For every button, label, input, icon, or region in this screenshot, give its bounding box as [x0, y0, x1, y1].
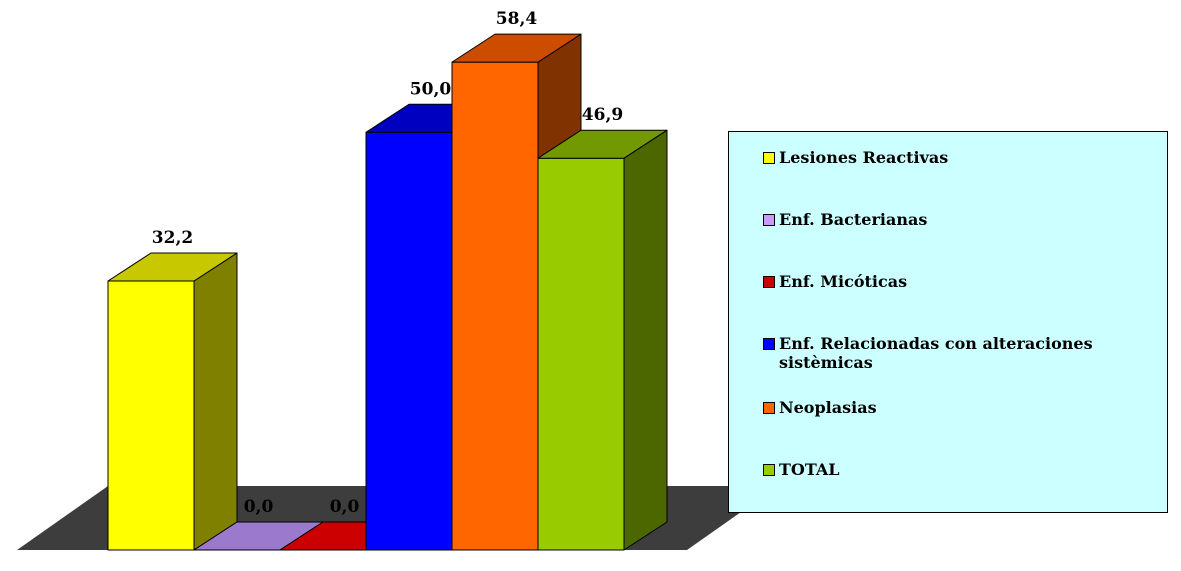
legend-item: TOTAL	[763, 460, 1163, 479]
value-labels-group: 32,2 0,0 0,0 50,0 58,4 46,9	[152, 9, 623, 517]
legend-label: Neoplasias	[779, 398, 877, 417]
legend-item: Lesiones Reactivas	[763, 148, 1163, 167]
bar-6	[537, 129, 668, 551]
legend-item: Enf. Micóticas	[763, 272, 1163, 291]
legend-item: Neoplasias	[763, 398, 1163, 417]
legend-label: Enf. Bacterianas	[779, 210, 928, 229]
bar-front	[365, 131, 453, 551]
value-label: 58,4	[496, 9, 538, 29]
value-label: 46,9	[582, 105, 623, 125]
bar-front	[537, 157, 625, 551]
value-label: 50,0	[410, 79, 452, 99]
bar-front	[451, 61, 539, 551]
legend-swatch	[763, 152, 775, 164]
bars-group	[107, 33, 668, 551]
legend-swatch	[763, 464, 775, 476]
legend-swatch	[763, 276, 775, 288]
bar-top	[537, 129, 668, 159]
legend: Lesiones Reactivas Enf. Bacterianas Enf. M…	[728, 131, 1168, 513]
bar-side	[193, 252, 238, 551]
legend-label: Enf. Micóticas	[779, 272, 908, 291]
legend-swatch	[763, 338, 775, 350]
legend-label: TOTAL	[779, 460, 840, 479]
legend-label: Enf. Relacionadas con alteraciones sistè…	[779, 334, 1093, 372]
value-label: 0,0	[244, 497, 274, 517]
bar-front	[107, 280, 195, 551]
bar-side	[623, 129, 668, 551]
bar-1	[107, 252, 238, 551]
legend-item: Enf. Relacionadas con alteraciones sistè…	[763, 334, 1163, 372]
value-label: 0,0	[330, 497, 360, 517]
legend-item: Enf. Bacterianas	[763, 210, 1163, 229]
value-label: 32,2	[152, 228, 193, 248]
legend-swatch	[763, 214, 775, 226]
legend-swatch	[763, 402, 775, 414]
bar-top	[451, 33, 582, 63]
bar-top	[107, 252, 238, 282]
legend-label: Lesiones Reactivas	[779, 148, 949, 167]
